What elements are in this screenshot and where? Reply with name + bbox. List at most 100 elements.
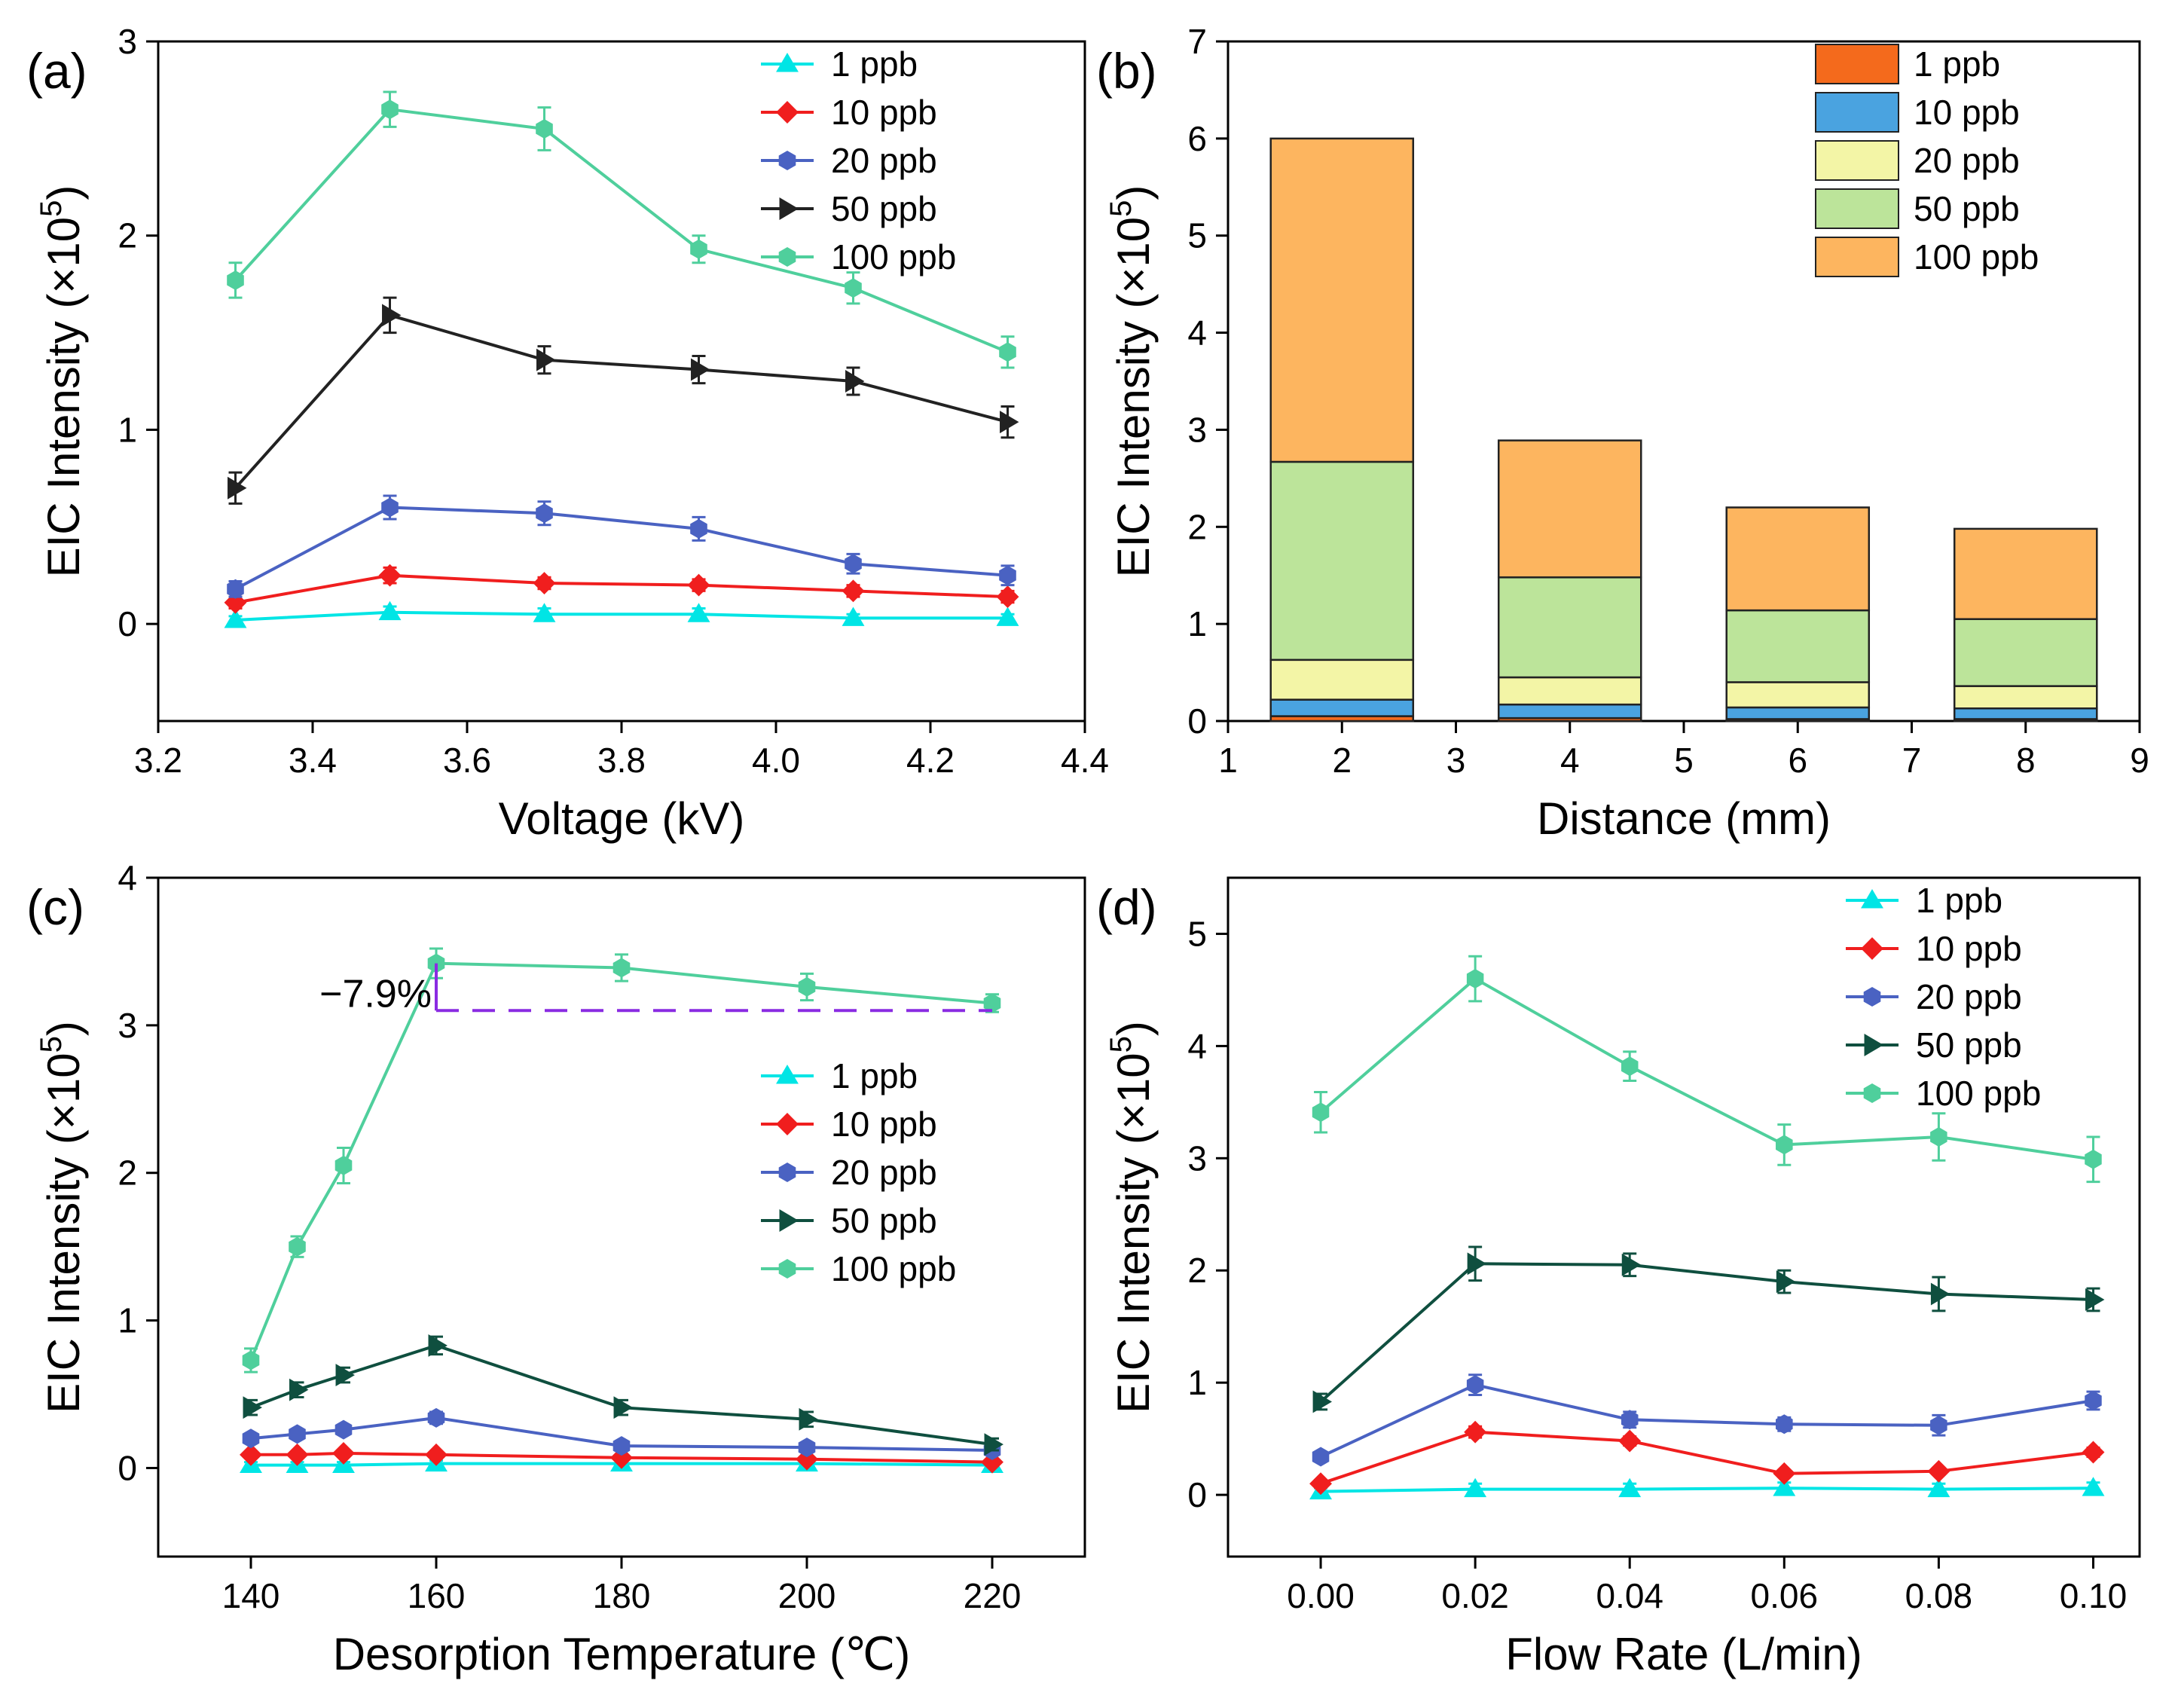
x-tick-label: 1: [1218, 741, 1238, 780]
legend-label: 20 ppb: [831, 141, 937, 180]
data-point-20-ppb: [690, 518, 707, 539]
legend: 1 ppb 10 ppb 20 ppb 50 ppb 100 ppb: [761, 1056, 956, 1288]
legend-marker: [778, 1163, 796, 1182]
legend: 1 ppb 10 ppb 20 ppb 50 ppb 100 ppb: [1815, 44, 2039, 277]
data-point-50-ppb: [289, 1378, 309, 1401]
y-axis-title-close: ): [1108, 1021, 1159, 1036]
legend-swatch: [1815, 188, 1899, 229]
legend-label: 1 ppb: [831, 1056, 918, 1095]
data-point-20-ppb: [845, 554, 862, 574]
data-point-50-ppb: [2085, 1288, 2105, 1311]
series-10-ppb: [224, 564, 1019, 614]
legend-label: 50 ppb: [1916, 1025, 2022, 1065]
data-point-20-ppb: [1930, 1415, 1947, 1435]
data-point-10-ppb: [332, 1441, 355, 1465]
x-tick-label: 5: [1674, 741, 1694, 780]
x-axis-title: Voltage (kV): [499, 793, 745, 844]
bar-segment-20-ppb: [1497, 676, 1642, 706]
series-100-ppb: [1312, 955, 2102, 1184]
data-point-100-ppb: [845, 278, 862, 298]
x-tick-label: 4: [1560, 741, 1580, 780]
x-tick-label: 6: [1788, 741, 1807, 780]
data-point-10-ppb: [2082, 1441, 2105, 1464]
series-line-1-ppb: [235, 610, 1008, 622]
y-tick-label: 1: [118, 1301, 137, 1340]
x-tick-label: 4.0: [752, 741, 800, 780]
data-point-1-ppb: [378, 600, 402, 621]
legend-marker: [779, 1209, 799, 1232]
y-axis-title-exponent: 5: [1104, 200, 1138, 217]
y-tick-label: 3: [118, 1006, 137, 1045]
x-tick-label: 160: [408, 1576, 466, 1615]
data-point-100-ppb: [983, 993, 1001, 1013]
data-point-100-ppb: [612, 958, 631, 978]
x-tick-label: 0.04: [1596, 1576, 1663, 1615]
series-line-50-ppb: [250, 1343, 993, 1447]
y-axis-title: EIC Intensity (×105): [35, 1021, 89, 1413]
legend-label: 100 ppb: [831, 237, 956, 277]
y-tick-label: 7: [1187, 22, 1207, 61]
bar-segment-50-ppb: [1269, 460, 1415, 662]
data-point-100-ppb: [536, 119, 553, 139]
data-point-20-ppb: [612, 1436, 631, 1456]
data-point-1-ppb: [996, 607, 1019, 626]
data-point-10-ppb: [425, 1443, 448, 1466]
data-point-20-ppb: [334, 1419, 353, 1440]
data-point-50-ppb: [1312, 1390, 1333, 1413]
data-point-50-ppb: [382, 304, 402, 327]
y-axis-title-main: EIC Intensity (×10: [1108, 217, 1159, 578]
series-10-ppb: [1309, 1420, 2105, 1496]
bar-segment-50-ppb: [1497, 576, 1642, 679]
data-point-100-ppb: [242, 1350, 260, 1370]
legend-marker: [778, 151, 796, 170]
data-point-20-ppb: [242, 1428, 260, 1449]
x-tick-label: 220: [964, 1576, 1022, 1615]
data-point-50-ppb: [228, 476, 247, 500]
data-point-1-ppb: [1773, 1477, 1796, 1496]
series-50-ppb: [243, 1334, 1003, 1456]
series-1-ppb: [224, 600, 1019, 628]
y-tick-label: 3: [1187, 1138, 1207, 1178]
legend-label: 50 ppb: [831, 1201, 937, 1240]
bar-segment-100-ppb: [1269, 137, 1415, 463]
legend-label: 1 ppb: [1914, 44, 2000, 84]
data-point-10-ppb: [687, 573, 710, 597]
panel-label: (b): [1096, 43, 1157, 99]
y-axis-title-close: ): [38, 1021, 89, 1036]
data-point-100-ppb: [1312, 1102, 1330, 1123]
data-point-1-ppb: [842, 607, 865, 626]
data-point-20-ppb: [798, 1438, 816, 1458]
data-point-10-ppb: [378, 564, 402, 587]
legend-marker: [778, 247, 796, 267]
data-point-50-ppb: [1621, 1253, 1642, 1276]
data-point-100-ppb: [798, 976, 816, 997]
series-line-100-ppb: [1319, 976, 2094, 1161]
legend-label: 100 ppb: [1916, 1074, 2041, 1113]
bar-segment-20-ppb: [1953, 685, 2098, 710]
x-tick-label: 9: [2130, 741, 2149, 780]
legend-label: 10 ppb: [1914, 93, 2020, 132]
y-tick-label: 3: [1187, 410, 1207, 449]
y-tick-label: 3: [118, 22, 137, 61]
x-tick-label: 0.00: [1287, 1576, 1355, 1615]
data-point-10-ppb: [996, 585, 1019, 609]
series-1-ppb: [1309, 1477, 2105, 1500]
data-point-1-ppb: [224, 609, 247, 628]
data-point-100-ppb: [227, 270, 244, 290]
data-point-20-ppb: [2085, 1391, 2102, 1410]
y-axis-title-exponent: 5: [1104, 1036, 1138, 1053]
legend-marker: [776, 53, 799, 72]
y-tick-label: 2: [118, 1153, 137, 1193]
bar-segment-10-ppb: [1497, 703, 1642, 720]
x-tick-label: 4.2: [906, 741, 955, 780]
data-point-100-ppb: [1621, 1056, 1639, 1077]
legend-marker: [776, 1113, 799, 1135]
y-tick-label: 2: [1187, 507, 1207, 546]
y-tick-label: 4: [1187, 313, 1207, 353]
y-tick-label: 1: [1187, 604, 1207, 643]
panel-label: (a): [26, 43, 87, 99]
legend-marker: [1863, 987, 1881, 1007]
legend: 1 ppb 10 ppb 20 ppb 50 ppb 100 ppb: [761, 44, 956, 277]
series-20-ppb: [227, 494, 1016, 599]
y-axis-title-close: ): [1108, 185, 1159, 200]
